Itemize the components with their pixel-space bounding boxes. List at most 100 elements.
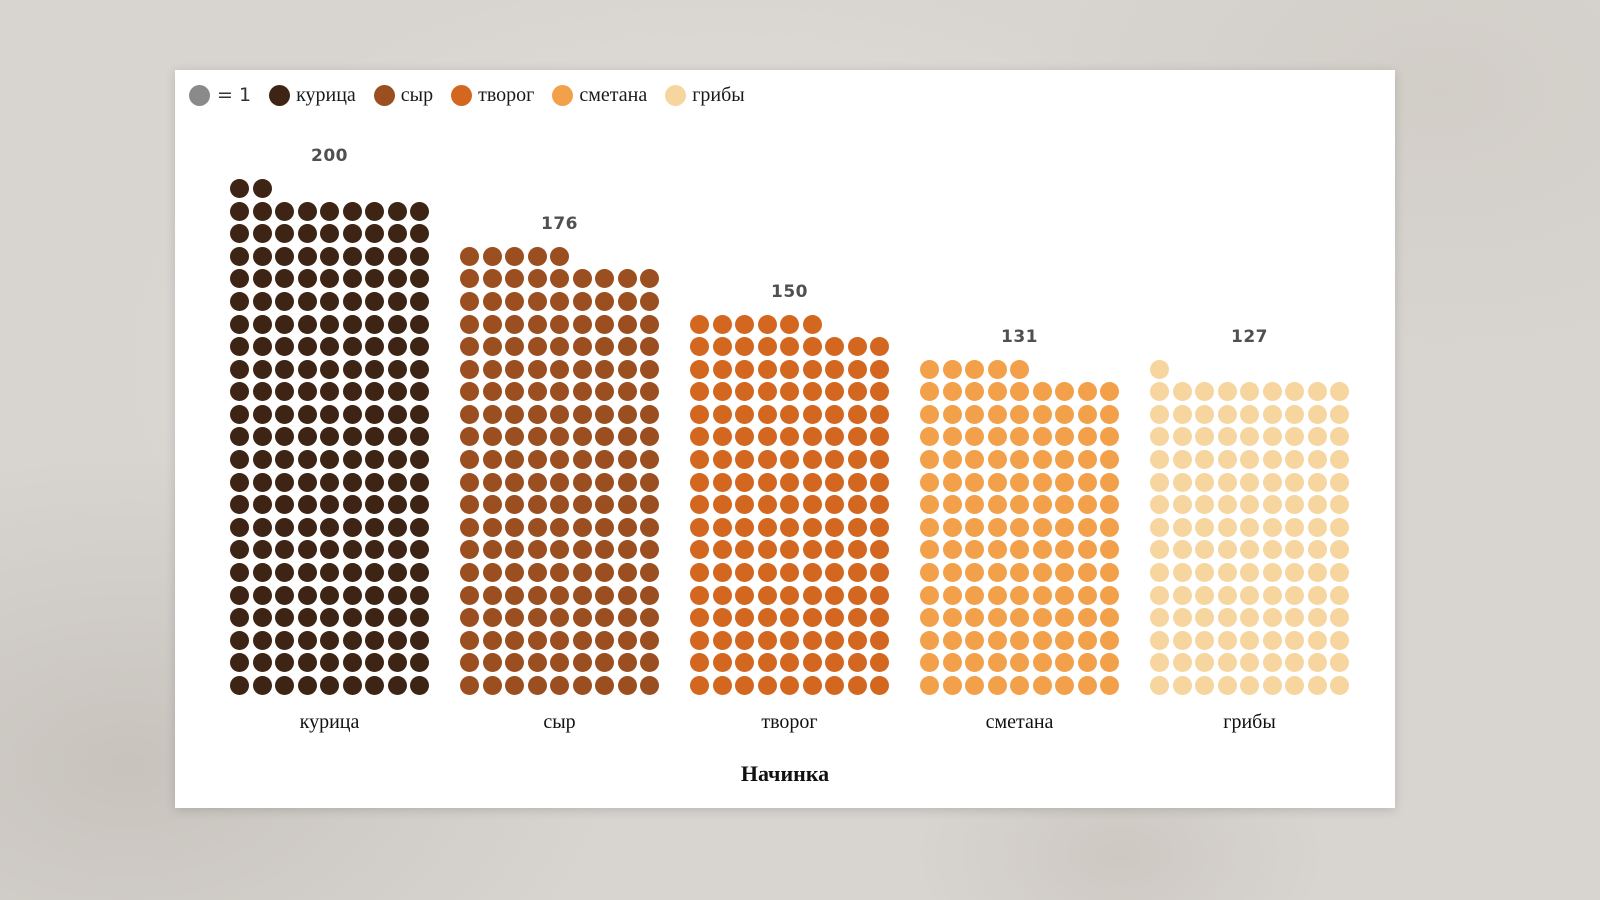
unit-dot [252,450,272,470]
unit-dot [825,563,844,583]
unit-dot [1032,676,1052,695]
unit-dot [252,653,272,673]
unit-dot [1262,450,1282,470]
unit-dot [825,450,844,470]
unit-dot [1330,630,1349,650]
unit-dot [965,450,984,470]
unit-dot [712,563,732,583]
unit-dot [920,653,939,673]
unit-dot [342,382,362,402]
unit-dot [550,359,569,379]
unit-dot [617,404,637,424]
unit-dot [1217,540,1237,560]
unit-dot [712,495,732,515]
unit-dot [1077,472,1097,492]
unit-dot [870,630,889,650]
unit-dot [1032,495,1052,515]
unit-dot [1010,630,1029,650]
unit-dot [870,472,889,492]
unit-legend-dot-icon [189,84,210,106]
unit-dot [942,450,962,470]
unit-dot [230,359,249,379]
unit-dot [780,427,799,447]
unit-dot [825,540,844,560]
unit-dot [275,540,294,560]
unit-dot [342,630,362,650]
unit-dot [410,608,429,628]
unit-dot [595,337,614,357]
unit-dot [410,291,429,311]
unit-dot [987,653,1007,673]
x-axis-title: Начинка [740,761,830,786]
unit-dot [1077,608,1097,628]
unit-dot [1055,563,1074,583]
unit-dot [1195,495,1214,515]
unit-dot [1010,608,1029,628]
unit-dot [802,359,822,379]
unit-dot [342,427,362,447]
unit-dot [1077,630,1097,650]
unit-dot [1285,608,1304,628]
unit-dot [1217,630,1237,650]
unit-dot [482,314,502,334]
unit-dot [572,291,592,311]
unit-dot [1217,653,1237,673]
pictogram-block: 131 [920,327,1119,695]
chart-card: = 1 курица сыр творог сметана грибы Начи… [175,70,1395,808]
unit-dot [920,382,939,402]
unit-dot [780,585,799,605]
unit-dot [617,337,637,357]
unit-dot [252,224,272,244]
unit-dot [847,382,867,402]
unit-dot [870,404,889,424]
unit-dot [320,382,339,402]
unit-dot [572,404,592,424]
unit-dot [365,517,384,537]
unit-dot [847,540,867,560]
unit-dot [1032,382,1052,402]
dot-row [230,224,429,244]
unit-dot [230,337,249,357]
unit-dot [387,450,407,470]
unit-dot [387,563,407,583]
unit-dot [297,630,317,650]
unit-dot [987,676,1007,695]
unit-dot [342,517,362,537]
unit-dot [505,269,524,289]
unit-dot [460,359,479,379]
unit-dot [252,472,272,492]
unit-dot [505,450,524,470]
unit-dot [617,585,637,605]
unit-dot [870,427,889,447]
unit-dot [847,517,867,537]
dot-row [1150,359,1349,379]
unit-dot [342,291,362,311]
unit-dot [802,427,822,447]
unit-dot [870,653,889,673]
unit-dot [1262,563,1282,583]
unit-dot [1195,676,1214,695]
unit-dot [1100,563,1119,583]
unit-dot [1172,630,1192,650]
unit-dot [987,608,1007,628]
unit-dot [365,382,384,402]
unit-dot [690,382,709,402]
dot-grid [460,246,659,695]
unit-dot [617,653,637,673]
unit-dot [1100,676,1119,695]
unit-dot [342,608,362,628]
unit-dot [965,472,984,492]
unit-dot [320,246,339,266]
unit-dot [275,382,294,402]
unit-dot [1055,676,1074,695]
unit-dot [595,563,614,583]
unit-dot [460,653,479,673]
unit-dot [320,653,339,673]
unit-dot [297,427,317,447]
unit-dot [550,630,569,650]
dot-row [690,495,889,515]
unit-dot [735,676,754,695]
unit-dot [527,563,547,583]
unit-dot [460,630,479,650]
unit-dot [230,585,249,605]
